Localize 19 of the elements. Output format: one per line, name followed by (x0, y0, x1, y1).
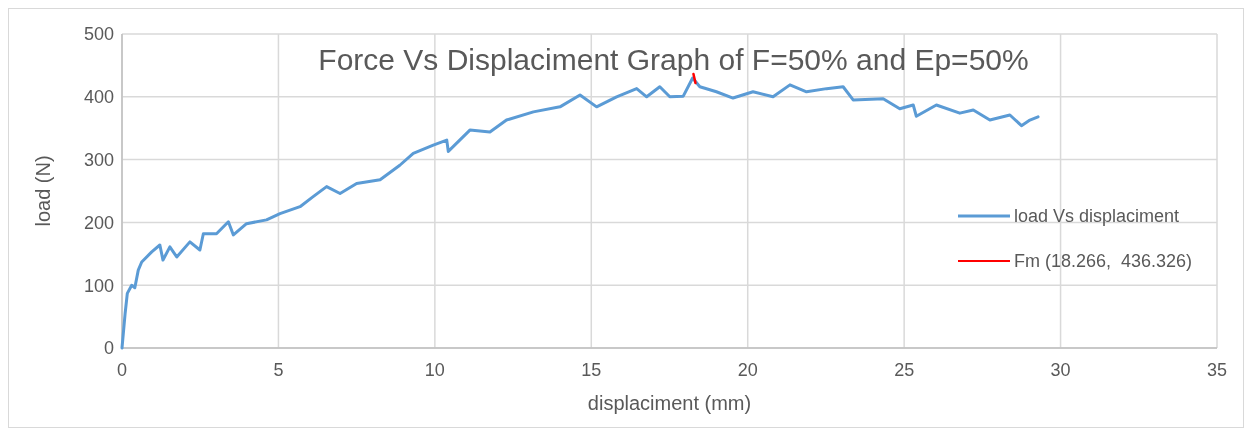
x-tick-label: 20 (737, 360, 758, 380)
y-axis-title: load (N) (32, 155, 54, 227)
legend-label: load Vs displaciment (1014, 206, 1180, 227)
x-axis-title: displaciment (mm) (587, 392, 752, 414)
y-tick-label: 100 (83, 275, 114, 296)
x-tick-label: 10 (424, 360, 445, 380)
y-tick-label: 200 (83, 212, 114, 233)
x-tick-label: 0 (116, 360, 128, 380)
x-tick-label: 30 (1050, 360, 1071, 380)
y-tick-label: 300 (83, 149, 114, 170)
x-tick-label: 15 (581, 360, 602, 380)
y-tick-label: 400 (83, 87, 114, 108)
legend-label: Fm (18.266, 436.326) (1014, 251, 1193, 272)
y-tick-label: 500 (83, 24, 114, 45)
x-tick-label: 5 (273, 360, 284, 380)
chart-title: Force Vs Displaciment Graph of F=50% and Ep=50% (318, 43, 1029, 76)
x-tick-label: 35 (1206, 360, 1228, 380)
x-tick-label: 25 (894, 360, 915, 380)
y-tick-label: 0 (103, 338, 114, 359)
